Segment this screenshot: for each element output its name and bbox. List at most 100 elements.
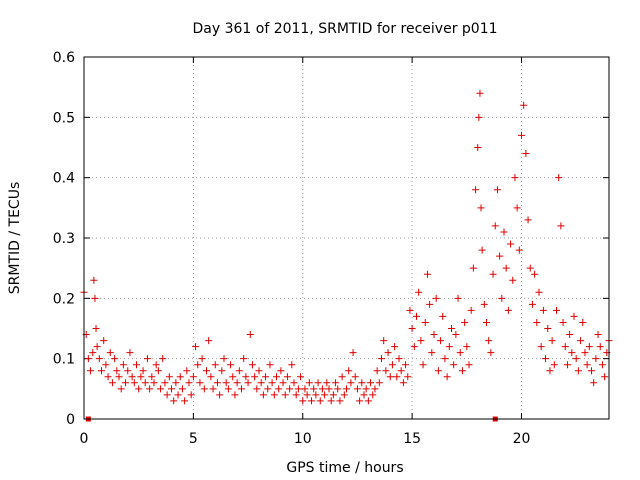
data-point — [135, 385, 143, 393]
data-point — [340, 391, 348, 399]
data-point — [93, 343, 101, 351]
data-point — [522, 150, 530, 158]
data-point — [524, 216, 532, 224]
data-point — [358, 379, 366, 387]
data-point — [209, 385, 217, 393]
data-point — [192, 343, 200, 351]
y-axis-label: SRMTID / TECUs — [7, 182, 23, 295]
data-point — [598, 361, 606, 369]
data-point — [364, 397, 372, 405]
data-point — [430, 331, 438, 339]
data-point — [384, 349, 392, 357]
data-point — [336, 397, 344, 405]
data-point — [316, 397, 324, 405]
data-point — [566, 331, 574, 339]
data-point — [124, 367, 132, 375]
data-point — [279, 379, 287, 387]
data-point — [108, 379, 116, 387]
data-point — [570, 312, 578, 320]
data-point — [262, 373, 270, 381]
data-point — [113, 367, 121, 375]
data-point — [518, 131, 525, 139]
data-point — [480, 300, 488, 308]
data-point — [84, 355, 92, 363]
data-point — [242, 373, 250, 381]
data-point — [174, 391, 182, 399]
x-tick-label: 5 — [189, 431, 198, 447]
data-point — [371, 385, 379, 393]
data-point — [349, 349, 357, 357]
data-point — [579, 318, 587, 326]
data-point — [277, 367, 285, 375]
data-point — [386, 373, 394, 381]
data-point — [500, 228, 508, 236]
data-point — [528, 300, 536, 308]
data-point — [504, 306, 512, 314]
chart-title: Day 361 of 2011, SRMTID for receiver p01… — [192, 21, 497, 37]
data-point — [563, 361, 571, 369]
x-tick-label: 10 — [294, 431, 312, 447]
data-point — [292, 391, 300, 399]
data-point — [353, 385, 361, 393]
data-point — [496, 252, 504, 260]
data-point — [288, 361, 296, 369]
data-point — [475, 113, 483, 121]
data-point — [382, 367, 390, 375]
data-point — [502, 264, 510, 272]
data-point — [544, 325, 552, 332]
data-point — [393, 373, 401, 381]
data-point — [235, 367, 243, 375]
data-point — [189, 373, 197, 381]
data-point — [246, 331, 254, 339]
data-point — [205, 337, 213, 345]
data-point — [452, 331, 460, 339]
data-point — [487, 349, 495, 357]
data-point — [117, 385, 125, 393]
data-point — [537, 343, 545, 351]
data-point — [91, 294, 99, 302]
data-point — [264, 385, 272, 393]
data-point — [275, 385, 283, 393]
data-point — [535, 288, 543, 296]
data-point — [448, 325, 455, 332]
data-point — [531, 270, 539, 278]
data-point — [469, 264, 477, 272]
x-tick-label: 15 — [403, 431, 421, 447]
data-point — [100, 337, 108, 345]
axis-ticks — [83, 56, 609, 420]
data-point — [321, 391, 329, 399]
data-point — [439, 312, 447, 320]
data-point — [507, 240, 515, 248]
data-point — [87, 367, 95, 375]
data-point — [491, 222, 499, 230]
data-point — [380, 337, 388, 345]
data-point — [539, 306, 547, 314]
y-tick-label: 0.1 — [53, 352, 75, 368]
data-point — [588, 367, 595, 375]
data-point — [281, 391, 289, 399]
data-point — [594, 331, 602, 339]
data-point — [137, 373, 145, 381]
grid-lines — [84, 57, 609, 419]
data-point — [308, 397, 315, 405]
data-point — [367, 379, 375, 387]
data-point — [428, 349, 436, 357]
data-point — [356, 397, 364, 405]
data-point — [92, 325, 100, 332]
data-point — [253, 385, 261, 393]
data-point — [542, 355, 550, 363]
data-point — [410, 343, 418, 351]
data-point — [434, 367, 442, 375]
data-point — [157, 385, 165, 393]
data-point — [152, 361, 160, 369]
data-point — [388, 361, 396, 369]
data-point — [338, 373, 346, 381]
x-tick-label: 20 — [513, 431, 531, 447]
data-point — [115, 373, 123, 381]
data-point — [557, 222, 565, 230]
data-point — [577, 337, 585, 345]
y-tick-label: 0.4 — [53, 171, 75, 187]
data-point — [222, 379, 230, 387]
y-tick-label: 0.6 — [53, 50, 75, 66]
data-point — [133, 361, 140, 369]
